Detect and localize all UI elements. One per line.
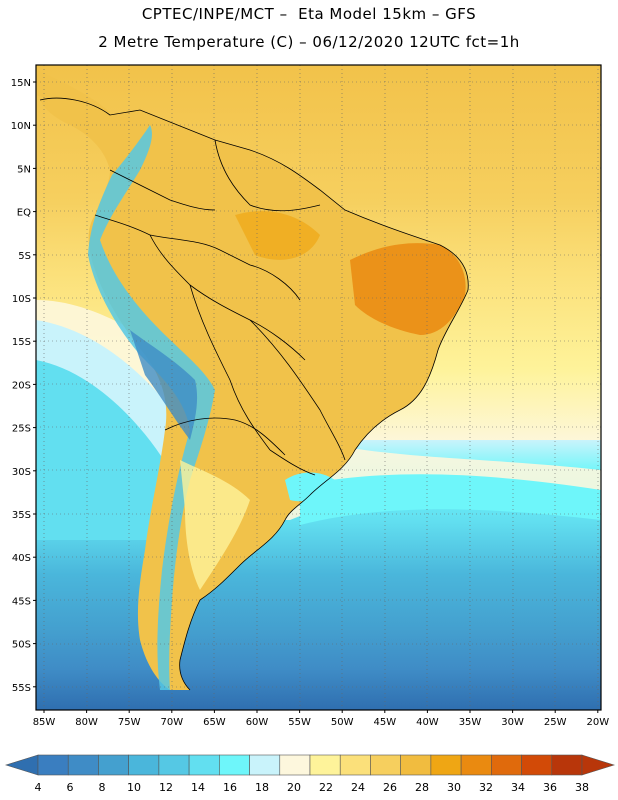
lat-label: 10N xyxy=(11,121,31,132)
lat-label: 15S xyxy=(12,337,31,348)
colorbar-label: 26 xyxy=(383,781,397,794)
map-frame xyxy=(35,64,602,711)
country-borders xyxy=(39,97,469,691)
lon-label: 60W xyxy=(246,717,269,728)
lat-label: 55S xyxy=(12,683,31,694)
colorbar-arrow-right xyxy=(581,754,616,776)
colorbar-swatch xyxy=(249,754,281,776)
colorbar-swatch xyxy=(279,754,311,776)
colorbar-swatch xyxy=(188,754,220,776)
lon-label: 85W xyxy=(33,717,56,728)
colorbar-label: 22 xyxy=(319,781,333,794)
lat-label: 20S xyxy=(12,380,31,391)
colorbar-label: 16 xyxy=(223,781,237,794)
lat-label: 25S xyxy=(12,424,31,435)
lat-label: EQ xyxy=(17,208,31,219)
colorbar-label: 18 xyxy=(255,781,269,794)
colorbar-swatch xyxy=(219,754,250,776)
lat-label: 5S xyxy=(18,251,31,262)
lon-label: 40W xyxy=(416,717,439,728)
colorbar-label: 12 xyxy=(159,781,173,794)
lat-label: 15N xyxy=(11,78,31,89)
lat-label: 45S xyxy=(12,596,31,607)
colorbar-swatch xyxy=(430,754,462,776)
latitude-axis: 15N 10N 5N EQ 5S 10S 15S 20S 25S 30S 35S 40S 45S 50S 5… xyxy=(11,78,36,694)
lon-label: 50W xyxy=(331,717,354,728)
colorbar-swatch xyxy=(67,754,99,776)
colorbar-label: 32 xyxy=(479,781,493,794)
colorbar-swatch xyxy=(158,754,190,776)
lat-label: 10S xyxy=(12,294,31,305)
lon-label: 25W xyxy=(544,717,567,728)
title-line-1: CPTEC/INPE/MCT – Eta Model 15km – GFS xyxy=(141,5,477,23)
lon-label: 65W xyxy=(203,717,226,728)
lat-label: 35S xyxy=(12,510,31,521)
colorbar-label: 30 xyxy=(447,781,461,794)
colorbar: 4 6 8 10 12 14 16 18 20 22 24 26 28 30 32 34 36 38 xyxy=(4,754,616,794)
lon-label: 80W xyxy=(75,717,98,728)
colorbar-label: 24 xyxy=(351,781,365,794)
lat-label: 40S xyxy=(12,553,31,564)
colorbar-swatch xyxy=(98,754,129,776)
colorbar-swatch xyxy=(339,754,371,776)
colorbar-label: 36 xyxy=(543,781,557,794)
colorbar-label: 20 xyxy=(287,781,301,794)
colorbar-label: 6 xyxy=(67,781,74,794)
colorbar-label: 8 xyxy=(99,781,106,794)
colorbar-swatch xyxy=(551,754,583,776)
colorbar-swatch xyxy=(128,754,160,776)
lon-label: 45W xyxy=(373,717,396,728)
lon-label: 20W xyxy=(586,717,609,728)
longitude-axis: 85W 80W 75W 70W 65W 60W 55W 50W 45W 40W 35W 30W 25W 2… xyxy=(33,710,609,728)
colorbar-swatch xyxy=(460,754,492,776)
colorbar-label: 10 xyxy=(127,781,141,794)
lon-label: 35W xyxy=(459,717,482,728)
colorbar-swatch xyxy=(370,754,401,776)
map-field xyxy=(36,65,601,710)
title-line-2: 2 Metre Temperature (C) – 06/12/2020 12U… xyxy=(98,33,520,51)
colorbar-swatch xyxy=(37,754,69,776)
lat-label: 30S xyxy=(12,467,31,478)
lon-label: 70W xyxy=(160,717,183,728)
colorbar-label: 4 xyxy=(35,781,42,794)
colorbar-swatch xyxy=(400,754,432,776)
colorbar-label: 28 xyxy=(415,781,429,794)
colorbar-label: 14 xyxy=(191,781,205,794)
colorbar-swatch xyxy=(491,754,522,776)
colorbar-label: 38 xyxy=(575,781,589,794)
lat-label: 50S xyxy=(12,640,31,651)
colorbar-swatch xyxy=(521,754,553,776)
lon-label: 75W xyxy=(118,717,141,728)
south-america-land xyxy=(40,98,469,690)
lat-label: 5N xyxy=(17,164,31,175)
colorbar-swatch xyxy=(309,754,341,776)
colorbar-arrow-left xyxy=(4,754,39,776)
lon-label: 30W xyxy=(501,717,524,728)
lon-label: 55W xyxy=(288,717,311,728)
colorbar-label: 34 xyxy=(511,781,525,794)
